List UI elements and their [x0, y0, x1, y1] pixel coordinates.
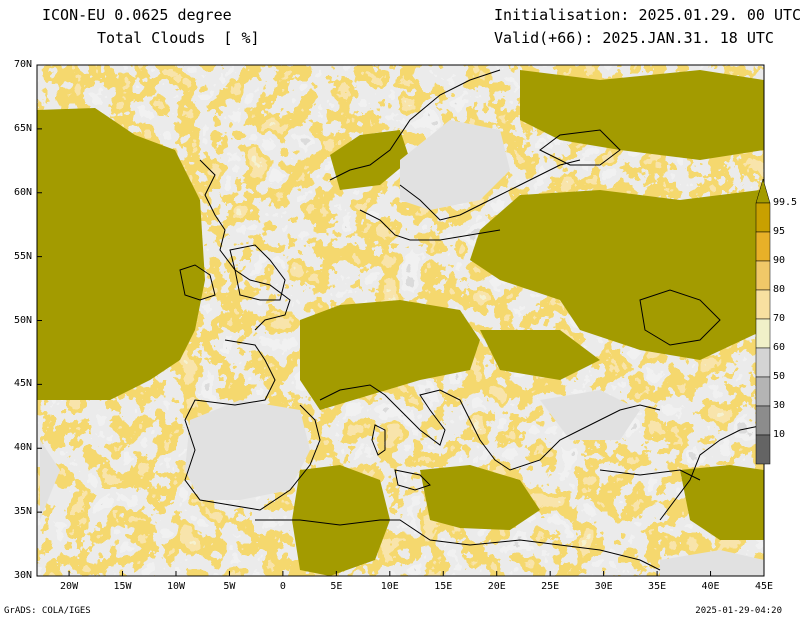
lat-label: 45N [13, 378, 32, 390]
valid-time: Valid(+66): 2025.JAN.31. 18 UTC [494, 29, 774, 47]
legend-swatch [755, 318, 771, 349]
clear-areas [40, 120, 764, 576]
render-timestamp: 2025-01-29-04:20 [695, 606, 782, 616]
lon-label: 10E [380, 581, 399, 592]
lon-label: 40E [701, 581, 720, 592]
overcast-areas [37, 70, 764, 576]
legend-swatch [755, 376, 771, 407]
initialisation-time: Initialisation: 2025.01.29. 00 UTC [494, 6, 800, 24]
lon-label: 5W [223, 581, 236, 592]
lon-label: 45E [754, 581, 774, 592]
lat-label: 55N [13, 250, 32, 262]
legend-swatch [755, 289, 771, 320]
lat-label: 35N [13, 506, 32, 518]
variable-title: Total Clouds [ %] [97, 29, 260, 47]
color-legend [755, 178, 771, 465]
lon-label: 5E [330, 581, 343, 592]
legend-swatch [755, 434, 771, 465]
lat-label: 30N [13, 570, 32, 581]
lon-label: 15W [113, 581, 132, 592]
model-title: ICON-EU 0.0625 degree [42, 6, 232, 24]
lat-label: 50N [13, 314, 32, 326]
legend-level-label: 80 [773, 284, 786, 295]
legend-swatch [755, 231, 771, 262]
lon-label: 20W [60, 581, 79, 592]
lon-label: 10W [166, 581, 186, 592]
coastlines [179, 69, 765, 571]
legend-swatch [755, 405, 771, 436]
legend-level-label: 30 [773, 400, 786, 411]
lon-label: 15E [434, 581, 453, 592]
lat-label: 70N [13, 59, 32, 70]
legend-level-label: 10 [773, 429, 786, 440]
lon-label: 35E [648, 581, 667, 592]
legend-swatch [755, 347, 771, 378]
lon-label: 20E [487, 581, 506, 592]
lon-label: 0 [279, 581, 286, 592]
lon-label: 25E [541, 581, 560, 592]
legend-swatch [755, 202, 771, 233]
legend-level-label: 60 [773, 342, 786, 353]
legend-level-label: 95 [773, 226, 786, 237]
legend-level-label: 99.5 [773, 197, 798, 208]
software-credit: GrADS: COLA/IGES [4, 606, 91, 616]
lat-label: 65N [13, 122, 32, 134]
legend-level-label: 90 [773, 255, 786, 266]
legend-level-label: 50 [773, 371, 786, 382]
lat-label: 60N [13, 186, 32, 198]
lat-label: 40N [13, 442, 32, 454]
lon-label: 30E [594, 581, 613, 592]
axis-ticks [37, 64, 765, 577]
legend-swatch [755, 260, 771, 291]
legend-level-label: 70 [773, 313, 786, 324]
